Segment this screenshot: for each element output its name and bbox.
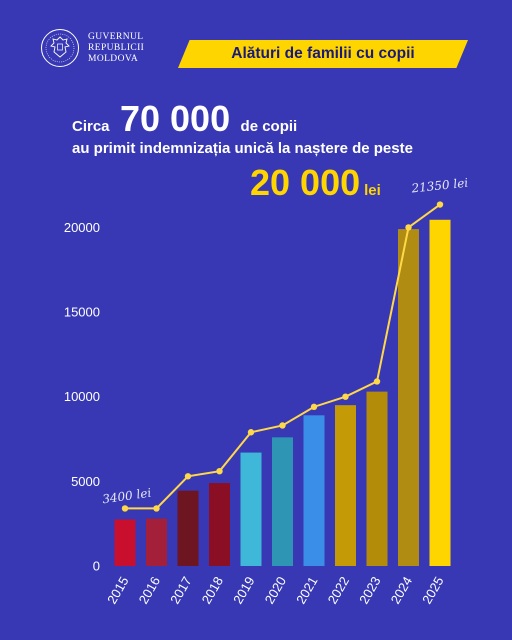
y-tick-20000: 20000 [64,220,100,235]
line-point-2020 [279,422,286,429]
bar-2023 [366,391,388,566]
bar-2021 [303,415,325,566]
x-axis: 2015 2016 2017 2018 2019 2020 2021 2022 2023 2024… [104,574,446,607]
x-tick-2025: 2025 [419,574,446,607]
x-tick-2024: 2024 [388,574,415,607]
y-tick-0: 0 [93,559,100,574]
bar-2018 [209,483,230,566]
x-tick-2022: 2022 [325,574,352,607]
y-axis: 0 5000 10000 15000 20000 [64,220,100,574]
headline-amount-value: 20 000 [250,162,361,203]
government-name: GUVERNUL REPUBLICII MOLDOVA [88,32,144,65]
x-tick-2015: 2015 [104,574,131,607]
headline-line-2: au primit indemnizația unică la naștere … [72,140,413,157]
annotation-2025: 21350 lei [410,176,469,196]
line-point-2023 [373,378,381,385]
bars-group [114,219,451,567]
gov-line-1: GUVERNUL [88,31,144,42]
headline-amount: 20 000 lei [250,162,381,204]
bar-2015 [114,519,136,566]
annotations: 3400 lei 21350 lei [101,176,468,507]
line-point-2022 [342,393,349,400]
bar-2016 [146,518,167,566]
headline-count-suffix: de copii [240,118,298,135]
x-tick-2017: 2017 [167,574,194,607]
government-logo: GUVERNUL REPUBLICII MOLDOVA [40,28,144,68]
x-tick-2023: 2023 [356,574,383,607]
line-point-2025 [436,201,444,208]
line-point-2019 [247,429,255,436]
line-point-2017 [184,473,192,480]
gov-line-3: MOLDOVA [88,53,139,64]
headline-line-1: Circa 70 000 de copii [72,98,297,140]
x-tick-2019: 2019 [230,574,257,607]
x-tick-2020: 2020 [262,574,289,607]
bar-2019 [240,452,262,566]
y-tick-5000: 5000 [71,474,100,489]
bar-2017 [177,490,199,566]
bar-2022 [335,405,356,566]
x-tick-2018: 2018 [199,574,226,607]
title-banner: Alături de familii cu copii [178,40,468,68]
banner-text: Alături de familii cu copii [231,45,415,62]
y-tick-15000: 15000 [64,305,100,320]
bar-2020 [272,437,293,566]
line-group [121,201,444,512]
line-point-2016 [153,505,160,512]
y-tick-10000: 10000 [64,389,100,404]
x-tick-2016: 2016 [136,574,163,607]
gov-line-2: REPUBLICII [88,42,145,53]
coat-of-arms-icon [41,29,79,67]
line-point-2024 [405,224,412,231]
bar-2024 [398,229,419,566]
headline-prefix: Circa [72,118,110,135]
annotation-2015: 3400 lei [101,486,152,507]
bar-2025 [429,219,451,567]
line-point-2018 [216,467,223,475]
line-point-2015 [121,505,129,512]
headline-count: 70 000 [119,98,231,139]
headline-amount-unit: lei [364,182,381,199]
x-tick-2021: 2021 [293,574,320,607]
line-point-2021 [310,403,318,411]
